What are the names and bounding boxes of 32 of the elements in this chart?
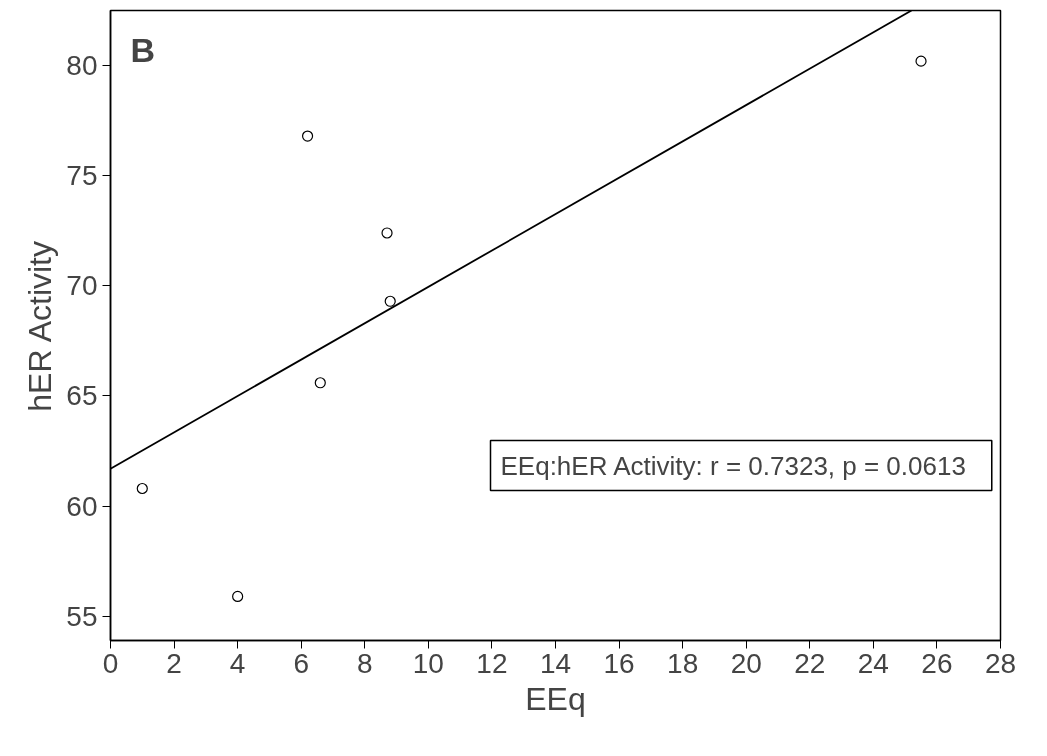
- point: [384, 295, 396, 307]
- point: [381, 227, 393, 239]
- x-tick-label: 22: [794, 647, 826, 679]
- point: [301, 130, 314, 142]
- point: [136, 482, 148, 495]
- x-tick-label: 4: [229, 647, 246, 679]
- x-tick-label: 8: [357, 647, 373, 679]
- y-tick-label: 70: [66, 270, 98, 302]
- y-tick-label: 65: [66, 380, 98, 412]
- y-axis-title: hER Activity: [22, 241, 59, 412]
- x-tick-label: 6: [293, 647, 310, 679]
- x-tick-label: 20: [730, 647, 762, 679]
- x-tick-label: 24: [857, 647, 889, 679]
- x-tick-label: 12: [476, 647, 508, 679]
- x-tick-label: 18: [667, 647, 699, 679]
- x-tick-label: 16: [603, 647, 635, 679]
- point: [314, 377, 326, 389]
- y-tick-label: 60: [66, 490, 98, 522]
- x-tick-label: 0: [102, 647, 119, 679]
- point: [915, 55, 927, 67]
- x-tick-label: 10: [412, 647, 444, 679]
- annotation: B: [130, 30, 156, 69]
- y-tick-label: 75: [66, 160, 98, 192]
- annotation: EEq:hER Activity: r = 0.7323, p = 0.0613: [500, 450, 966, 481]
- x-tick-label: 14: [539, 647, 572, 679]
- y-tick-label: 55: [66, 600, 98, 632]
- x-tick-label: 28: [984, 647, 1017, 679]
- y-tick-label: 80: [66, 50, 98, 82]
- point: [232, 590, 244, 603]
- x-tick-label: 26: [921, 647, 953, 679]
- x-tick-label: 2: [166, 647, 182, 679]
- x-axis-title: EEq: [525, 680, 586, 717]
